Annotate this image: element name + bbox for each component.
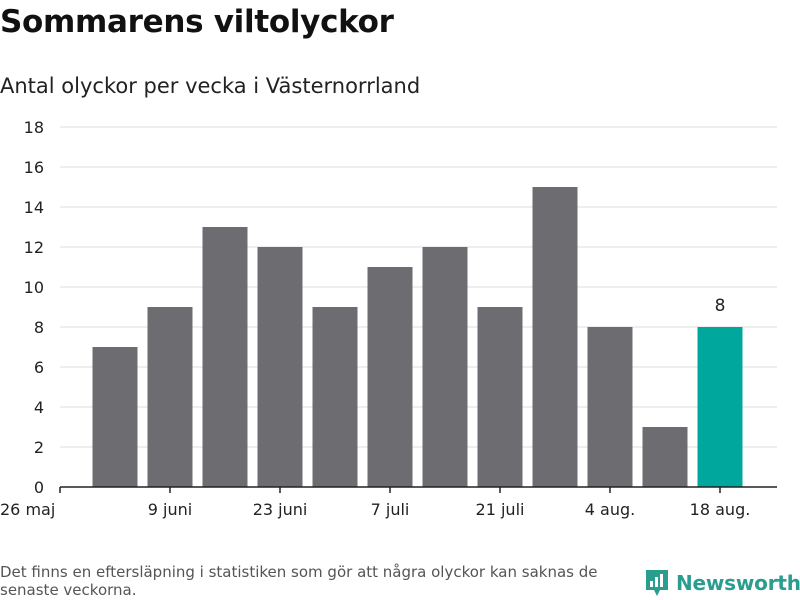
brand-name: Newsworthy (676, 571, 800, 595)
data-labels: 8 (715, 296, 726, 316)
y-tick-label: 14 (24, 198, 44, 217)
x-axis: 26 maj 9 juni 23 juni 7 juli 21 juli 4 aug. 18… (0, 486, 777, 519)
y-tick-label: 10 (24, 278, 44, 297)
bars (92, 187, 743, 487)
x-tick-label: 23 juni (253, 500, 308, 519)
bar (367, 267, 413, 487)
x-tick-label: 21 juli (476, 500, 525, 519)
y-tick-label: 2 (34, 438, 44, 457)
x-tick-label: 4 aug. (585, 500, 635, 519)
bar (477, 307, 523, 487)
y-tick-label: 16 (24, 158, 44, 177)
y-tick-label: 4 (34, 398, 44, 417)
y-tick-label: 12 (24, 238, 44, 257)
y-tick-label: 18 (24, 118, 44, 137)
bar (147, 307, 193, 487)
y-tick-label: 8 (34, 318, 44, 337)
y-tick-label: 6 (34, 358, 44, 377)
x-tick-label: 18 aug. (690, 500, 751, 519)
x-tick-label: 9 juni (148, 500, 192, 519)
y-axis-ticks: 0 2 4 6 8 10 12 14 16 18 (24, 118, 44, 497)
bar (257, 247, 303, 487)
x-tick-label: 7 juli (371, 500, 410, 519)
grid-lines (60, 126, 777, 448)
newsworthy-logo: Newsworthy (644, 568, 800, 598)
bar (532, 187, 578, 487)
chart-subtitle: Antal olyckor per vecka i Västernorrland (0, 74, 421, 98)
data-label: 8 (715, 296, 726, 316)
bar (92, 347, 138, 487)
bar (422, 247, 468, 487)
bar (312, 307, 358, 487)
bar (587, 327, 633, 487)
footnote: Det finns en eftersläpning i statistiken… (0, 563, 598, 599)
chart-title: Sommarens viltolyckor (0, 4, 394, 40)
bar-chart: 0 2 4 6 8 10 12 14 16 18 8 26 maj 9 juni 23 juni 7 j… (0, 118, 777, 519)
y-tick-label: 0 (34, 478, 44, 497)
bar (642, 427, 688, 487)
x-tick-label: 26 maj (0, 500, 55, 519)
bar-highlighted (697, 327, 743, 487)
bar (202, 227, 248, 487)
newsworthy-logo-icon (646, 570, 668, 596)
